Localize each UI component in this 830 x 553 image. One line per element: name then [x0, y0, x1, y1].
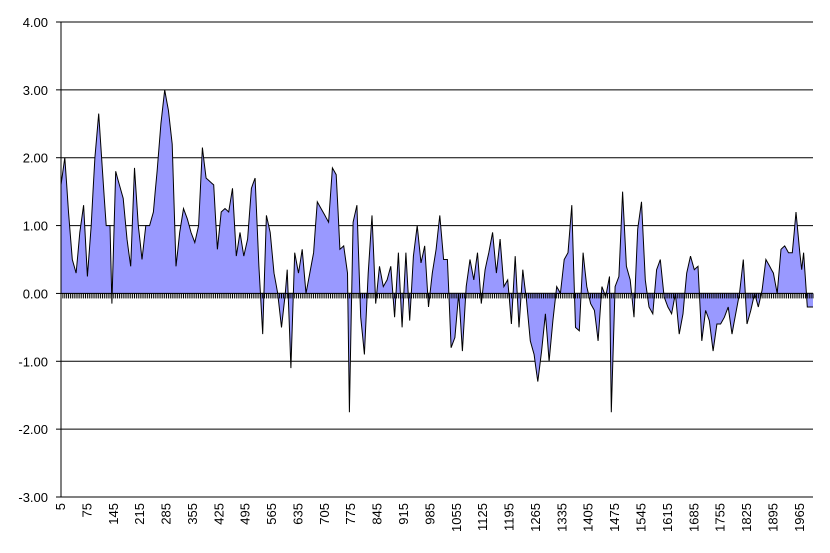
y-tick-label: 3.00: [23, 83, 48, 98]
x-tick-label: 1545: [634, 503, 649, 532]
x-tick-label: 1195: [502, 503, 517, 531]
x-tick-label: 915: [396, 503, 411, 525]
x-tick-label: 1125: [475, 503, 490, 531]
series-line: [60, 89, 813, 413]
x-tick-label: 1825: [739, 503, 754, 532]
x-tick-label: 635: [291, 503, 306, 525]
x-tick-label: 355: [185, 503, 200, 525]
x-tick-label: 1965: [792, 503, 807, 532]
y-tick-label: 4.00: [23, 15, 48, 30]
x-tick-label: 1685: [686, 503, 701, 532]
x-tick-label: 1055: [449, 503, 464, 532]
y-tick-label: 0.00: [23, 286, 48, 301]
x-tick-label: 1615: [660, 503, 675, 532]
y-tick-labels: -3.00 -2.00 -1.00 0.00 1.00 2.00 3.00 4.00: [18, 15, 48, 505]
axes: [56, 21, 814, 498]
x-tick-label: 1405: [581, 503, 596, 532]
x-tick-label: 705: [317, 503, 332, 525]
x-tick-label: 215: [132, 503, 147, 525]
y-tick-label: -1.00: [18, 354, 48, 369]
x-tick-label: 5: [53, 503, 68, 510]
y-tick-label: -3.00: [18, 490, 48, 505]
x-tick-label: 145: [106, 503, 121, 525]
x-tick-label: 1265: [528, 503, 543, 532]
y-tick-label: -2.00: [18, 422, 48, 437]
y-tick-label: 2.00: [23, 151, 48, 166]
x-tick-label: 285: [159, 503, 174, 525]
x-tick-label: 1895: [765, 503, 780, 532]
x-tick-label: 985: [422, 503, 437, 525]
x-tick-label: 1755: [713, 503, 728, 532]
y-tick-label: 1.00: [23, 219, 48, 234]
x-tick-label: 75: [79, 503, 94, 517]
x-tick-label: 1335: [554, 503, 569, 532]
series-fill: [61, 89, 813, 413]
series-area: [60, 89, 813, 413]
x-tick-label: 425: [211, 503, 226, 525]
x-tick-label: 565: [264, 503, 279, 525]
x-tick-label: 845: [370, 503, 385, 525]
x-tick-label: 1475: [607, 503, 622, 532]
x-tick-label: 775: [343, 503, 358, 525]
x-tick-label: 495: [238, 503, 253, 525]
x-tick-labels: 5 75 145 215 285 355 425 495 565 635 705 775 845 915 9…: [53, 503, 807, 532]
